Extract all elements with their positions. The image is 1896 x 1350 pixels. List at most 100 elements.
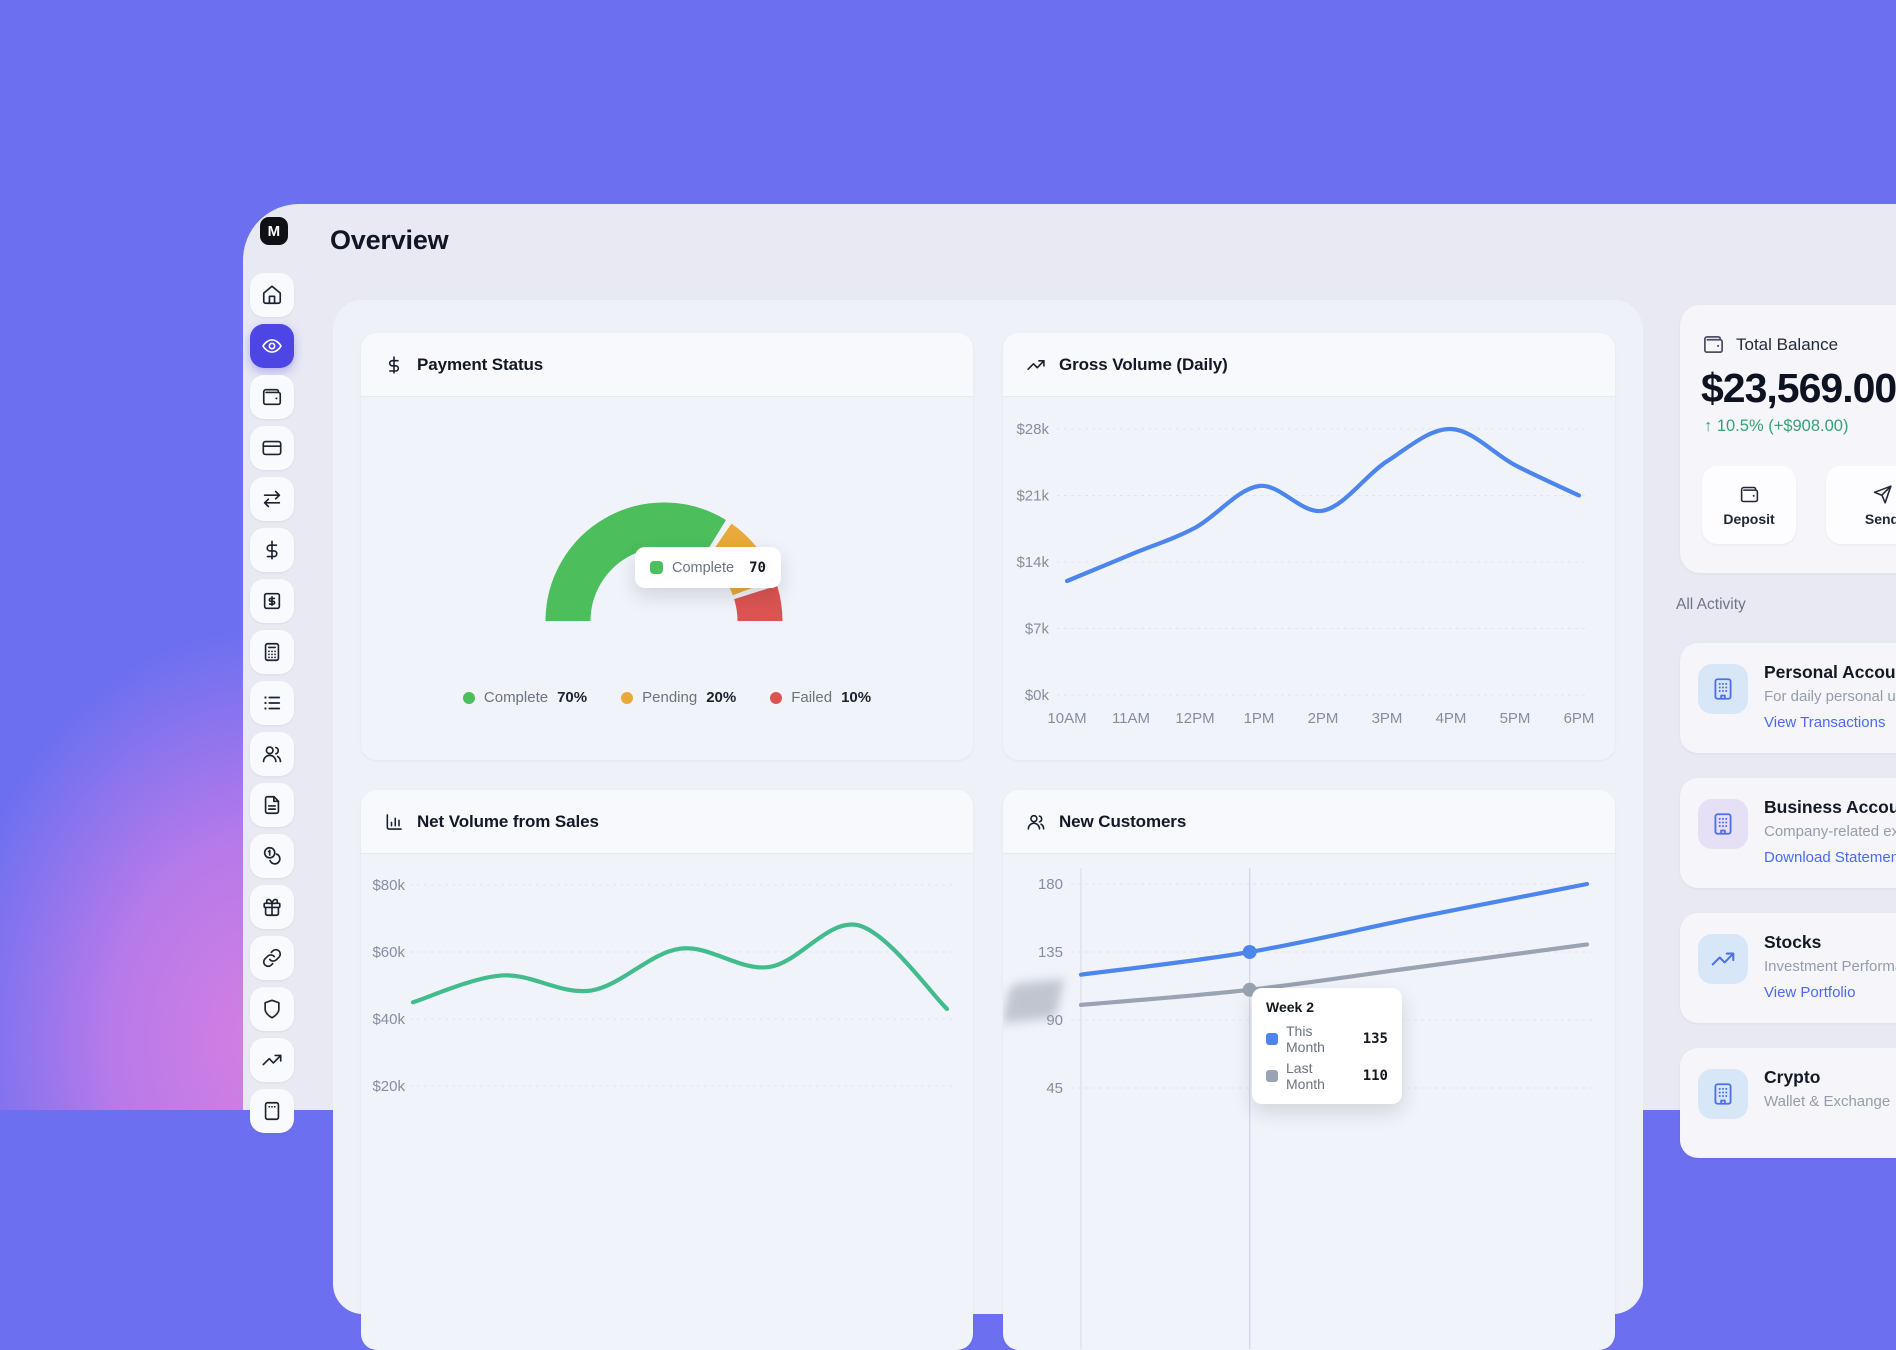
page-title: Overview xyxy=(330,225,449,255)
new-customers-header: New Customers xyxy=(1003,790,1615,854)
deposit-button-label: Deposit xyxy=(1723,510,1775,527)
users-icon xyxy=(1027,814,1045,830)
legend-label: Pending xyxy=(642,689,698,706)
gift-icon xyxy=(263,898,281,917)
sidebar-item-calculator[interactable] xyxy=(250,630,294,674)
activity-item-business-account[interactable]: Business Account Company-related expense… xyxy=(1680,778,1896,888)
sidebar-item-bank[interactable] xyxy=(250,1089,294,1133)
deposit-button[interactable]: Deposit xyxy=(1702,466,1796,544)
all-activity-header: All Activity xyxy=(1676,596,1746,613)
sidebar-item-wallet[interactable] xyxy=(250,375,294,419)
wallet-icon xyxy=(1740,486,1758,502)
icon-badge xyxy=(1698,799,1748,849)
legend-value: 10% xyxy=(841,689,872,706)
total-balance-change: ↑ 10.5% (+$908.00) xyxy=(1704,417,1849,435)
tooltip-swatch-this-month xyxy=(1266,1033,1278,1045)
sidebar-item-list[interactable] xyxy=(250,681,294,725)
line-chart: $28k $21k $14k $7k $0k 10AM 11AM 12PM 1PM 2PM 3PM 4… xyxy=(1003,397,1615,760)
activity-text: Business Account Company-related expense… xyxy=(1764,796,1896,868)
icon-badge xyxy=(1698,934,1748,984)
sidebar-item-users[interactable] xyxy=(250,732,294,776)
line-chart: $80k $60k $40k $20k xyxy=(361,854,973,1350)
svg-text:$28k: $28k xyxy=(1016,421,1049,438)
trending-up-icon xyxy=(1711,952,1735,966)
calculator-icon xyxy=(264,642,280,662)
net-volume-chart: $80k $60k $40k $20k xyxy=(361,854,973,1349)
total-balance-card: Total Balance $23,569.00 ↑ 10.5% (+$908.… xyxy=(1680,305,1896,573)
sidebar-item-invoice[interactable] xyxy=(250,579,294,623)
users-icon xyxy=(262,746,282,763)
sidebar-item-link[interactable] xyxy=(250,936,294,980)
tooltip-label: Complete xyxy=(672,559,735,576)
link-icon xyxy=(262,948,282,968)
activity-text: Crypto Wallet & Exchange xyxy=(1764,1066,1890,1112)
legend-label: Complete xyxy=(483,689,549,706)
svg-text:$21k: $21k xyxy=(1016,488,1049,505)
legend-item: Pending 20% xyxy=(621,689,736,706)
tooltip-value: 70 xyxy=(749,559,766,576)
legend-dot-failed xyxy=(770,691,783,704)
invoice-icon xyxy=(263,592,281,610)
activity-item-crypto[interactable]: Crypto Wallet & Exchange xyxy=(1680,1048,1896,1158)
sidebar-item-coins[interactable] xyxy=(250,834,294,878)
sidebar-item-document[interactable] xyxy=(250,783,294,827)
legend-dot-pending xyxy=(621,691,634,704)
gross-volume-card: Gross Volume (Daily) $28k $21k $14k $7k $0k 1… xyxy=(1003,333,1615,760)
icon-badge xyxy=(1698,1069,1748,1119)
dollar-icon xyxy=(388,355,400,374)
sidebar-item-gift[interactable] xyxy=(250,885,294,929)
chart-tooltip: Week 2 This Month 135 Last Month 110 xyxy=(1252,988,1402,1104)
sidebar-item-transfer[interactable] xyxy=(250,477,294,521)
app-window: M Overview Payment Status Complete 70 xyxy=(243,204,1896,1350)
total-balance-amount: $23,569.00 xyxy=(1701,365,1896,411)
legend-item: Complete 70% xyxy=(462,689,588,706)
tooltip-label: Last Month xyxy=(1286,1060,1325,1092)
list-icon xyxy=(264,696,281,710)
desktop-background xyxy=(0,0,260,1110)
net-volume-header: Net Volume from Sales xyxy=(361,790,973,854)
svg-text:135: 135 xyxy=(1038,944,1063,961)
tooltip-value: 110 xyxy=(1362,1068,1388,1084)
activity-item-personal-account[interactable]: Personal Account For daily personal use … xyxy=(1680,643,1896,753)
sidebar-item-shield[interactable] xyxy=(250,987,294,1031)
trending-up-icon xyxy=(1027,359,1045,370)
view-transactions-link[interactable]: View Transactions xyxy=(1764,714,1886,731)
icon-badge xyxy=(1698,664,1748,714)
payment-status-header: Payment Status xyxy=(361,333,973,397)
legend-value: 70% xyxy=(557,689,588,706)
gross-volume-chart: $28k $21k $14k $7k $0k 10AM 11AM 12PM 1PM 2PM 3PM 4… xyxy=(1003,397,1615,759)
download-statements-link[interactable]: Download Statements xyxy=(1764,849,1896,866)
eye-icon xyxy=(262,339,282,353)
view-portfolio-link[interactable]: View Portfolio xyxy=(1764,984,1856,1001)
sidebar-item-eye[interactable] xyxy=(250,324,294,368)
sidebar-item-dollar[interactable] xyxy=(250,528,294,572)
building-icon xyxy=(1714,678,1732,700)
activity-item-stocks[interactable]: Stocks Investment Performance View Portf… xyxy=(1680,913,1896,1023)
new-customers-chart: 180 135 90 45 Week 2 This Month 135 Last Mo… xyxy=(1003,854,1615,1349)
svg-text:11AM: 11AM xyxy=(1112,710,1150,727)
sidebar-item-trending-up[interactable] xyxy=(250,1038,294,1082)
svg-text:180: 180 xyxy=(1038,876,1063,893)
svg-text:$14k: $14k xyxy=(1016,554,1049,571)
card-title: New Customers xyxy=(1059,811,1187,831)
card-title: Gross Volume (Daily) xyxy=(1059,354,1228,374)
svg-text:12PM: 12PM xyxy=(1175,710,1214,727)
send-button[interactable]: Send xyxy=(1826,466,1896,544)
dollar-icon xyxy=(266,540,278,560)
svg-text:10AM: 10AM xyxy=(1047,710,1086,727)
sidebar-item-home[interactable] xyxy=(250,273,294,317)
svg-text:5PM: 5PM xyxy=(1500,710,1531,727)
total-balance-label-row: Total Balance xyxy=(1702,333,1838,356)
shield-icon xyxy=(264,999,280,1019)
gauge-tooltip: Complete 70 xyxy=(635,547,781,588)
svg-text:4PM: 4PM xyxy=(1436,710,1467,727)
sidebar-item-credit-card[interactable] xyxy=(250,426,294,470)
wallet-icon xyxy=(262,388,282,406)
app-logo[interactable]: M xyxy=(260,217,288,245)
svg-text:45: 45 xyxy=(1046,1080,1063,1097)
activity-title: Crypto xyxy=(1764,1067,1821,1087)
building-icon xyxy=(1714,813,1732,835)
svg-text:$80k: $80k xyxy=(372,877,405,894)
card-title: Net Volume from Sales xyxy=(417,811,599,831)
